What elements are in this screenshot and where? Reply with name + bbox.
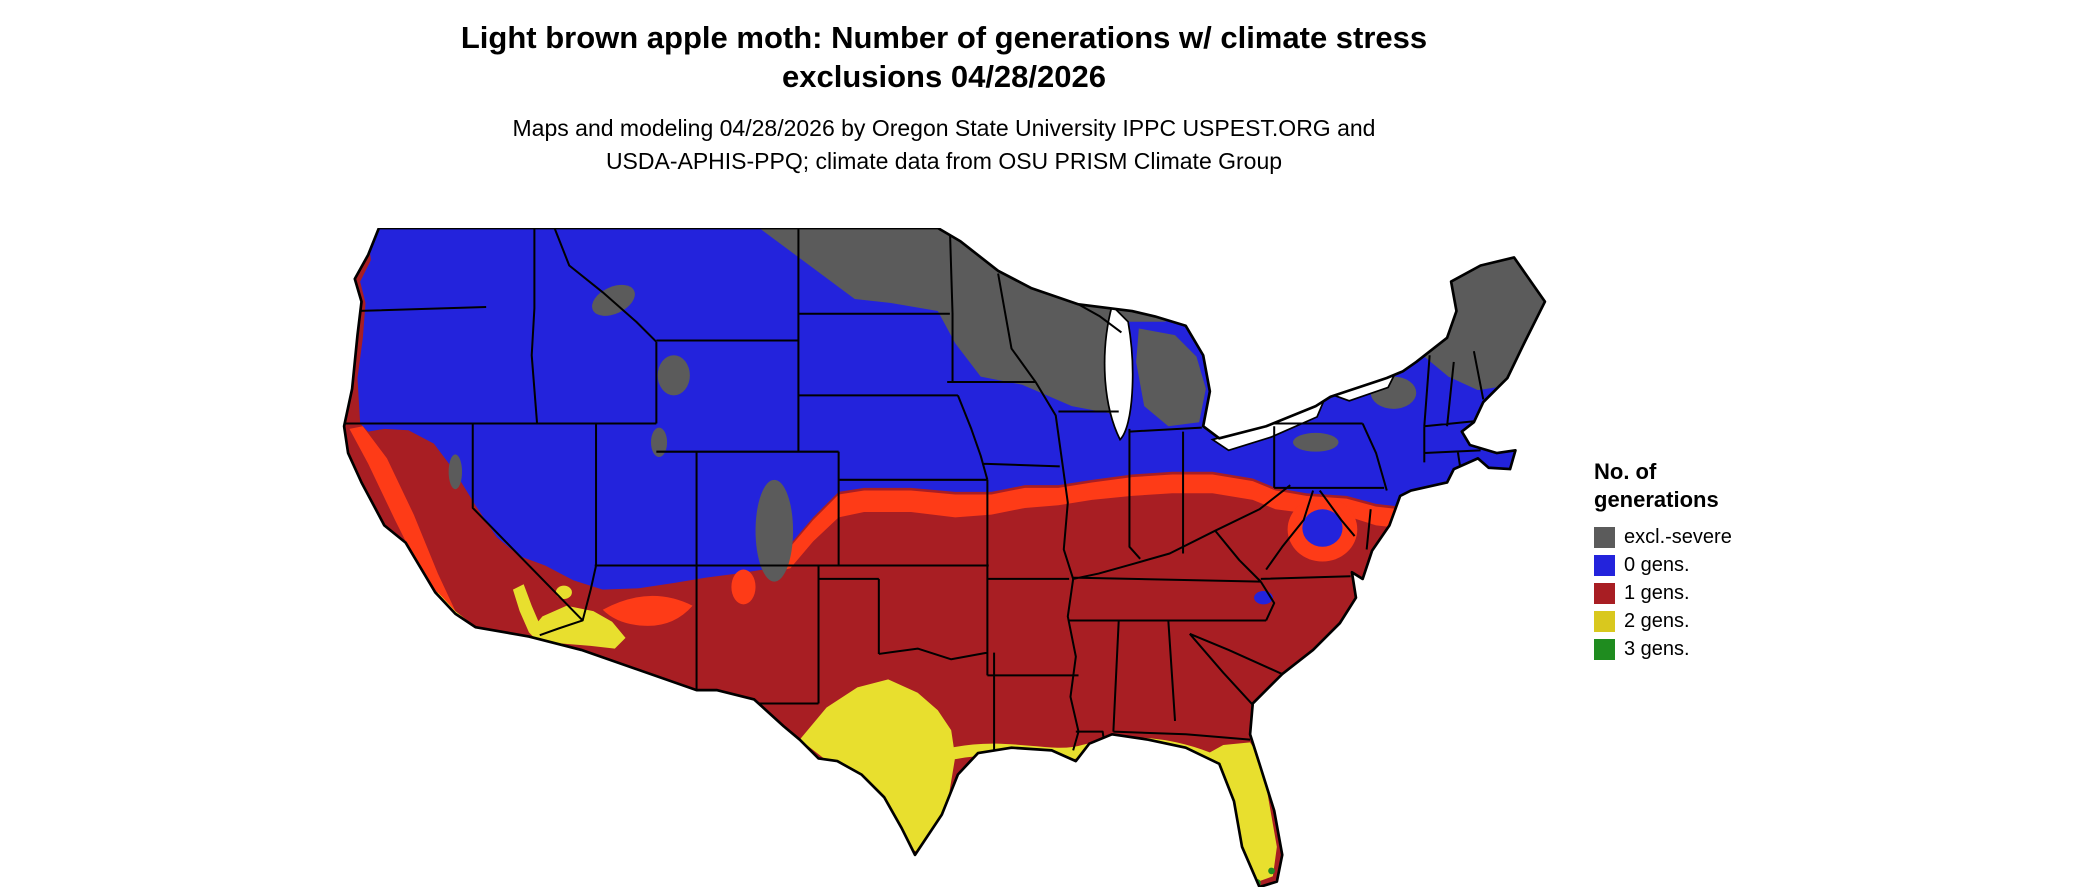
us-map-svg — [342, 228, 1547, 887]
region-excl-yellowstone — [657, 355, 690, 396]
legend-row-3-gens: 3 gens. — [1594, 638, 1732, 661]
region-excl-alleghenies — [1292, 432, 1339, 452]
legend-swatch-excl-severe — [1594, 527, 1615, 548]
region-excl-michigan — [1136, 328, 1206, 427]
legend-row-1-gens: 1 gens. — [1594, 582, 1732, 605]
region-3-gens-florida-keys-west — [1219, 875, 1227, 883]
lake-michigan — [1103, 304, 1134, 442]
region-2-gens-las-vegas — [555, 585, 572, 600]
legend-label-1-gens: 1 gens. — [1624, 582, 1690, 604]
region-transition-arizona-rim — [602, 595, 693, 626]
page-subtitle-line2: USDA-APHIS-PPQ; climate data from OSU PR… — [605, 148, 1283, 174]
legend-row-excl-severe: excl.-severe — [1594, 526, 1732, 549]
region-2-gens-arizona — [529, 605, 626, 649]
region-excl-uintas — [650, 427, 668, 458]
region-2-gens-south-texas — [799, 679, 956, 854]
us-generations-map — [328, 228, 1561, 887]
map-header: Light brown apple moth: Number of genera… — [0, 18, 1888, 178]
legend-row-2-gens: 2 gens. — [1594, 610, 1732, 633]
legend-swatch-2-gens — [1594, 611, 1615, 632]
legend-label-3-gens: 3 gens. — [1624, 638, 1690, 660]
region-2-gens-colorado-river — [512, 584, 540, 633]
legend-swatch-0-gens — [1594, 555, 1615, 576]
legend-swatch-1-gens — [1594, 583, 1615, 604]
legend-label-0-gens: 0 gens. — [1624, 554, 1690, 576]
region-transition-new-mexico — [731, 569, 756, 605]
region-0-gens-west-virginia — [1302, 509, 1343, 547]
legend-title-line1: No. of — [1594, 459, 1657, 484]
legend-items: excl.-severe 0 gens. 1 gens. 2 gens. 3 gens. — [1594, 526, 1732, 661]
region-transition-california-coast — [349, 426, 457, 622]
state-borders — [345, 228, 1485, 751]
region-2-gens-florida — [1199, 742, 1277, 882]
page-title-line2: exclusions 04/28/2026 — [781, 59, 1106, 94]
us-coastline — [342, 228, 1547, 887]
legend-label-2-gens: 2 gens. — [1624, 610, 1690, 632]
page-subtitle: Maps and modeling 04/28/2026 by Oregon S… — [0, 112, 1888, 178]
region-3-gens-florida-east — [1268, 867, 1275, 875]
legend-title: No. of generations — [1594, 458, 1732, 514]
legend-label-excl-severe: excl.-severe — [1624, 526, 1732, 548]
region-excl-sierra — [448, 454, 463, 490]
page-subtitle-line1: Maps and modeling 04/28/2026 by Oregon S… — [512, 115, 1376, 141]
map-legend: No. of generations excl.-severe 0 gens. 1 … — [1594, 458, 1732, 666]
legend-row-0-gens: 0 gens. — [1594, 554, 1732, 577]
region-transition-band — [770, 474, 1401, 574]
page-title-line1: Light brown apple moth: Number of genera… — [460, 20, 1428, 55]
legend-swatch-3-gens — [1594, 639, 1615, 660]
legend-title-line2: generations — [1594, 487, 1719, 512]
region-excl-colorado-rockies — [755, 479, 794, 582]
